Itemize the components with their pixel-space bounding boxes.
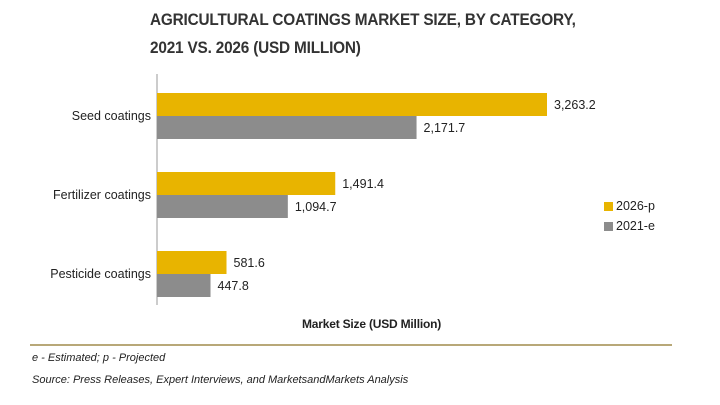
category-label-pesticide-coatings: Pesticide coatings <box>50 267 151 281</box>
data-label-pesticide-coatings-2026-p: 581.6 <box>234 256 265 270</box>
x-axis-label: Market Size (USD Million) <box>302 317 442 331</box>
category-label-fertilizer-coatings: Fertilizer coatings <box>53 188 151 202</box>
data-label-seed-coatings-2021-e: 2,171.7 <box>424 121 466 135</box>
bar-seed-coatings-2026-p <box>157 93 547 116</box>
source-note: Source: Press Releases, Expert Interview… <box>32 374 409 386</box>
chart-title-line-2: 2021 VS. 2026 (USD MILLION) <box>150 39 361 57</box>
bar-fertilizer-coatings-2021-e <box>157 195 288 218</box>
legend: 2026-p 2021-e <box>604 196 655 236</box>
estimate-note: e - Estimated; p - Projected <box>32 352 166 364</box>
data-label-fertilizer-coatings-2021-e: 1,094.7 <box>295 200 337 214</box>
data-label-fertilizer-coatings-2026-p: 1,491.4 <box>342 177 384 191</box>
category-label-seed-coatings: Seed coatings <box>72 109 151 123</box>
chart-title: AGRICULTURAL COATINGS MARKET SIZE, BY CA… <box>150 6 634 62</box>
legend-swatch-2026 <box>604 201 613 211</box>
chart-title-line-1: AGRICULTURAL COATINGS MARKET SIZE, BY CA… <box>150 11 576 29</box>
legend-label-2021: 2021-e <box>616 219 655 233</box>
bar-seed-coatings-2021-e <box>157 116 417 139</box>
legend-swatch-2021 <box>604 221 613 231</box>
legend-item-2021: 2021-e <box>604 216 655 236</box>
legend-label-2026: 2026-p <box>616 199 655 213</box>
legend-item-2026: 2026-p <box>604 196 655 216</box>
bar-pesticide-coatings-2021-e <box>157 274 211 297</box>
bar-pesticide-coatings-2026-p <box>157 251 227 274</box>
data-label-pesticide-coatings-2021-e: 447.8 <box>218 279 249 293</box>
footer-divider <box>30 344 672 346</box>
bar-fertilizer-coatings-2026-p <box>157 172 336 195</box>
bar-chart: Seed coatings 3,263.2 2,171.7 Fertilizer co… <box>50 74 596 305</box>
data-label-seed-coatings-2026-p: 3,263.2 <box>554 98 596 112</box>
